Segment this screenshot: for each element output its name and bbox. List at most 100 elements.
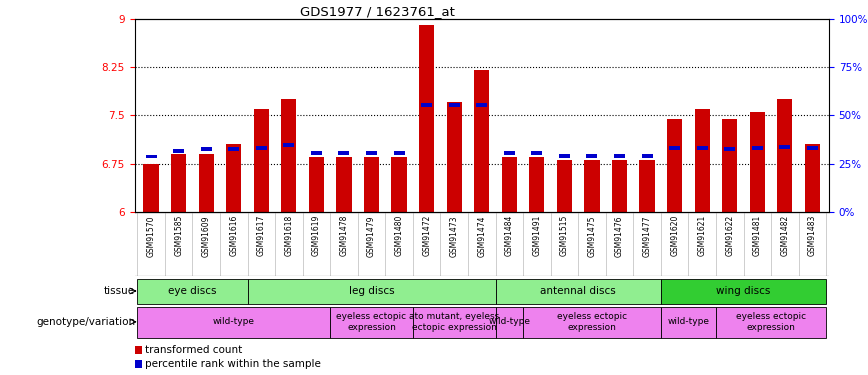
Bar <box>199 154 214 212</box>
FancyBboxPatch shape <box>661 308 716 338</box>
Text: wild-type: wild-type <box>667 317 709 326</box>
Text: GSM91472: GSM91472 <box>422 215 431 256</box>
Text: wild-type: wild-type <box>213 317 254 326</box>
Bar <box>641 154 653 158</box>
Bar <box>750 112 765 212</box>
Bar <box>559 154 570 158</box>
Bar <box>667 118 682 212</box>
FancyBboxPatch shape <box>137 308 330 338</box>
Bar <box>283 143 294 147</box>
Bar <box>364 157 379 212</box>
Bar <box>311 152 322 155</box>
Text: GSM91481: GSM91481 <box>753 215 762 256</box>
Text: GSM91475: GSM91475 <box>588 215 596 256</box>
Bar <box>173 149 184 153</box>
FancyBboxPatch shape <box>523 308 661 338</box>
Bar <box>391 157 406 212</box>
Bar <box>587 154 597 158</box>
Bar <box>393 152 404 155</box>
Bar <box>366 152 377 155</box>
Bar <box>447 102 462 212</box>
Text: GSM91479: GSM91479 <box>367 215 376 256</box>
Text: transformed count: transformed count <box>145 345 243 355</box>
Bar <box>477 103 487 107</box>
FancyBboxPatch shape <box>661 279 826 304</box>
FancyBboxPatch shape <box>496 308 523 338</box>
Bar <box>171 154 187 212</box>
Text: GSM91484: GSM91484 <box>505 215 514 256</box>
Text: GSM91617: GSM91617 <box>257 215 266 256</box>
Text: GSM91620: GSM91620 <box>670 215 679 256</box>
Bar <box>419 25 434 212</box>
Text: GSM91570: GSM91570 <box>147 215 155 256</box>
Bar <box>339 152 350 155</box>
Text: leg discs: leg discs <box>349 286 394 296</box>
Bar <box>557 160 572 212</box>
Text: antennal discs: antennal discs <box>540 286 616 296</box>
Text: GSM91474: GSM91474 <box>477 215 486 256</box>
Bar <box>697 146 707 150</box>
Bar <box>531 152 542 155</box>
Bar <box>724 147 735 151</box>
Bar <box>805 144 820 212</box>
Bar <box>146 154 156 159</box>
Bar <box>143 164 159 212</box>
Text: GSM91476: GSM91476 <box>615 215 624 256</box>
Text: GSM91473: GSM91473 <box>450 215 458 256</box>
Bar <box>135 360 142 368</box>
Bar <box>694 109 710 212</box>
Text: GSM91616: GSM91616 <box>229 215 238 256</box>
Bar <box>502 157 516 212</box>
FancyBboxPatch shape <box>330 308 413 338</box>
Bar <box>584 160 600 212</box>
Text: eyeless ectopic
expression: eyeless ectopic expression <box>736 312 806 332</box>
Text: GSM91482: GSM91482 <box>780 215 789 256</box>
Bar <box>640 160 654 212</box>
Bar <box>614 154 625 158</box>
FancyBboxPatch shape <box>496 279 661 304</box>
Bar <box>807 146 818 150</box>
Text: GSM91619: GSM91619 <box>312 215 321 256</box>
FancyBboxPatch shape <box>413 308 496 338</box>
Bar <box>135 346 142 354</box>
Text: GSM91609: GSM91609 <box>201 215 211 256</box>
Bar <box>722 118 737 212</box>
Bar <box>777 99 792 212</box>
Title: GDS1977 / 1623761_at: GDS1977 / 1623761_at <box>300 4 455 18</box>
Bar <box>449 103 460 107</box>
Bar <box>281 99 297 212</box>
Text: ato mutant, eyeless
ectopic expression: ato mutant, eyeless ectopic expression <box>409 312 499 332</box>
FancyBboxPatch shape <box>716 308 826 338</box>
Text: GSM91477: GSM91477 <box>642 215 652 256</box>
Bar <box>337 157 352 212</box>
Bar <box>256 146 266 150</box>
Bar <box>227 144 241 212</box>
Bar <box>529 157 544 212</box>
Text: GSM91491: GSM91491 <box>532 215 542 256</box>
Bar <box>309 157 324 212</box>
Text: GSM91483: GSM91483 <box>808 215 817 256</box>
Bar <box>228 147 240 151</box>
Text: tissue: tissue <box>104 286 135 296</box>
Text: wild-type: wild-type <box>489 317 530 326</box>
Text: GSM91478: GSM91478 <box>339 215 348 256</box>
Bar <box>503 152 515 155</box>
Text: GSM91515: GSM91515 <box>560 215 569 256</box>
Text: eye discs: eye discs <box>168 286 217 296</box>
Text: percentile rank within the sample: percentile rank within the sample <box>145 359 321 369</box>
FancyBboxPatch shape <box>137 279 247 304</box>
Bar <box>201 147 212 151</box>
Text: GSM91480: GSM91480 <box>395 215 404 256</box>
Text: GSM91621: GSM91621 <box>698 215 707 256</box>
Bar <box>612 160 627 212</box>
Text: GSM91622: GSM91622 <box>726 215 734 256</box>
Text: eyeless ectopic
expression: eyeless ectopic expression <box>337 312 406 332</box>
Bar <box>752 146 763 150</box>
Text: wing discs: wing discs <box>716 286 771 296</box>
Bar <box>474 70 490 212</box>
Bar <box>253 109 269 212</box>
Bar <box>669 146 681 150</box>
Text: GSM91618: GSM91618 <box>285 215 293 256</box>
FancyBboxPatch shape <box>247 279 496 304</box>
Bar <box>421 103 432 107</box>
